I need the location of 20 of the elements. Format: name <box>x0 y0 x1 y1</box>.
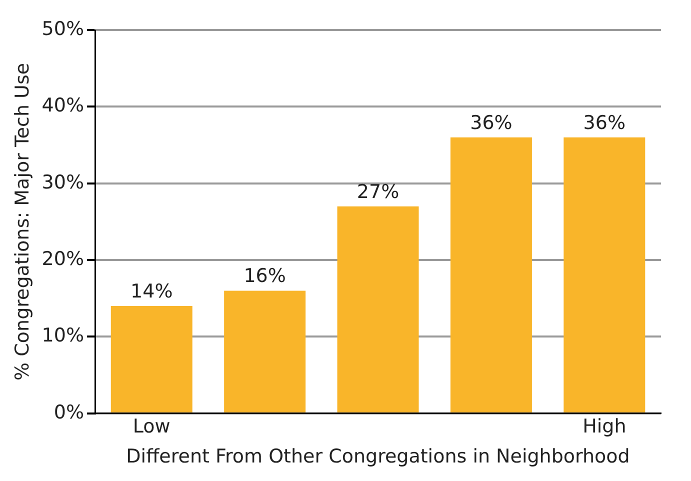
x-tick-label: Low <box>132 416 170 438</box>
bar <box>450 137 532 412</box>
bar <box>337 206 419 412</box>
x-tick-label: High <box>582 416 626 438</box>
data-label: 36% <box>583 112 626 134</box>
y-tick-label: 50% <box>42 18 84 40</box>
bar <box>224 290 306 412</box>
data-label: 16% <box>244 265 286 288</box>
y-tick-label: 30% <box>42 171 84 194</box>
y-tick-label: 10% <box>42 324 84 347</box>
bar <box>110 306 192 412</box>
bar <box>564 137 646 412</box>
y-tick-label: 20% <box>42 248 84 270</box>
y-tick-label: 40% <box>42 94 84 117</box>
data-label: 36% <box>470 112 512 134</box>
data-label: 14% <box>130 280 173 302</box>
y-tick-label: 0% <box>54 401 84 424</box>
data-label: 27% <box>356 180 400 203</box>
y-axis-title: % Congregations: Major Tech Use <box>11 62 34 380</box>
x-axis-title: Different From Other Congregations in Neighborhood <box>126 446 630 468</box>
